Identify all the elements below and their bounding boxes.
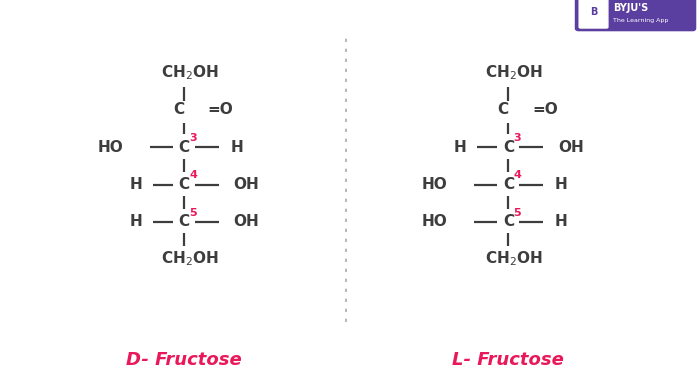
Text: CH$_2$OH: CH$_2$OH (161, 63, 219, 82)
Text: CH$_2$OH: CH$_2$OH (486, 249, 543, 268)
Text: HO: HO (97, 140, 123, 155)
FancyBboxPatch shape (575, 0, 696, 31)
Text: The Learning App: The Learning App (613, 18, 668, 23)
Text: C: C (503, 177, 514, 192)
Text: H: H (555, 214, 568, 230)
Text: 5: 5 (514, 208, 521, 218)
Text: CH$_2$OH: CH$_2$OH (161, 249, 219, 268)
Text: BYJU'S: BYJU'S (613, 3, 648, 13)
Text: OH: OH (558, 140, 584, 155)
Text: D- Fructose: D- Fructose (126, 352, 242, 370)
Text: OH: OH (234, 214, 259, 230)
Text: 4: 4 (189, 170, 197, 180)
Text: =O: =O (532, 102, 558, 117)
Text: C: C (497, 102, 508, 117)
Text: 3: 3 (514, 133, 521, 143)
Text: C: C (173, 102, 184, 117)
Text: OH: OH (234, 177, 259, 192)
Text: C: C (178, 140, 190, 155)
Text: C: C (503, 214, 514, 230)
Text: CH$_2$OH: CH$_2$OH (486, 63, 543, 82)
Text: =O: =O (208, 102, 234, 117)
Text: H: H (555, 177, 568, 192)
Text: HO: HO (421, 214, 447, 230)
Text: HO: HO (421, 177, 447, 192)
Text: L- Fructose: L- Fructose (452, 352, 564, 370)
FancyBboxPatch shape (579, 0, 608, 28)
Text: 5: 5 (189, 208, 197, 218)
Text: 4: 4 (513, 170, 522, 180)
Text: H: H (230, 140, 244, 155)
Text: H: H (130, 214, 142, 230)
Text: C: C (178, 177, 190, 192)
Text: H: H (130, 177, 142, 192)
Text: H: H (454, 140, 466, 155)
Text: C: C (503, 140, 514, 155)
Text: C: C (178, 214, 190, 230)
Text: 3: 3 (189, 133, 197, 143)
Text: B: B (590, 7, 597, 17)
